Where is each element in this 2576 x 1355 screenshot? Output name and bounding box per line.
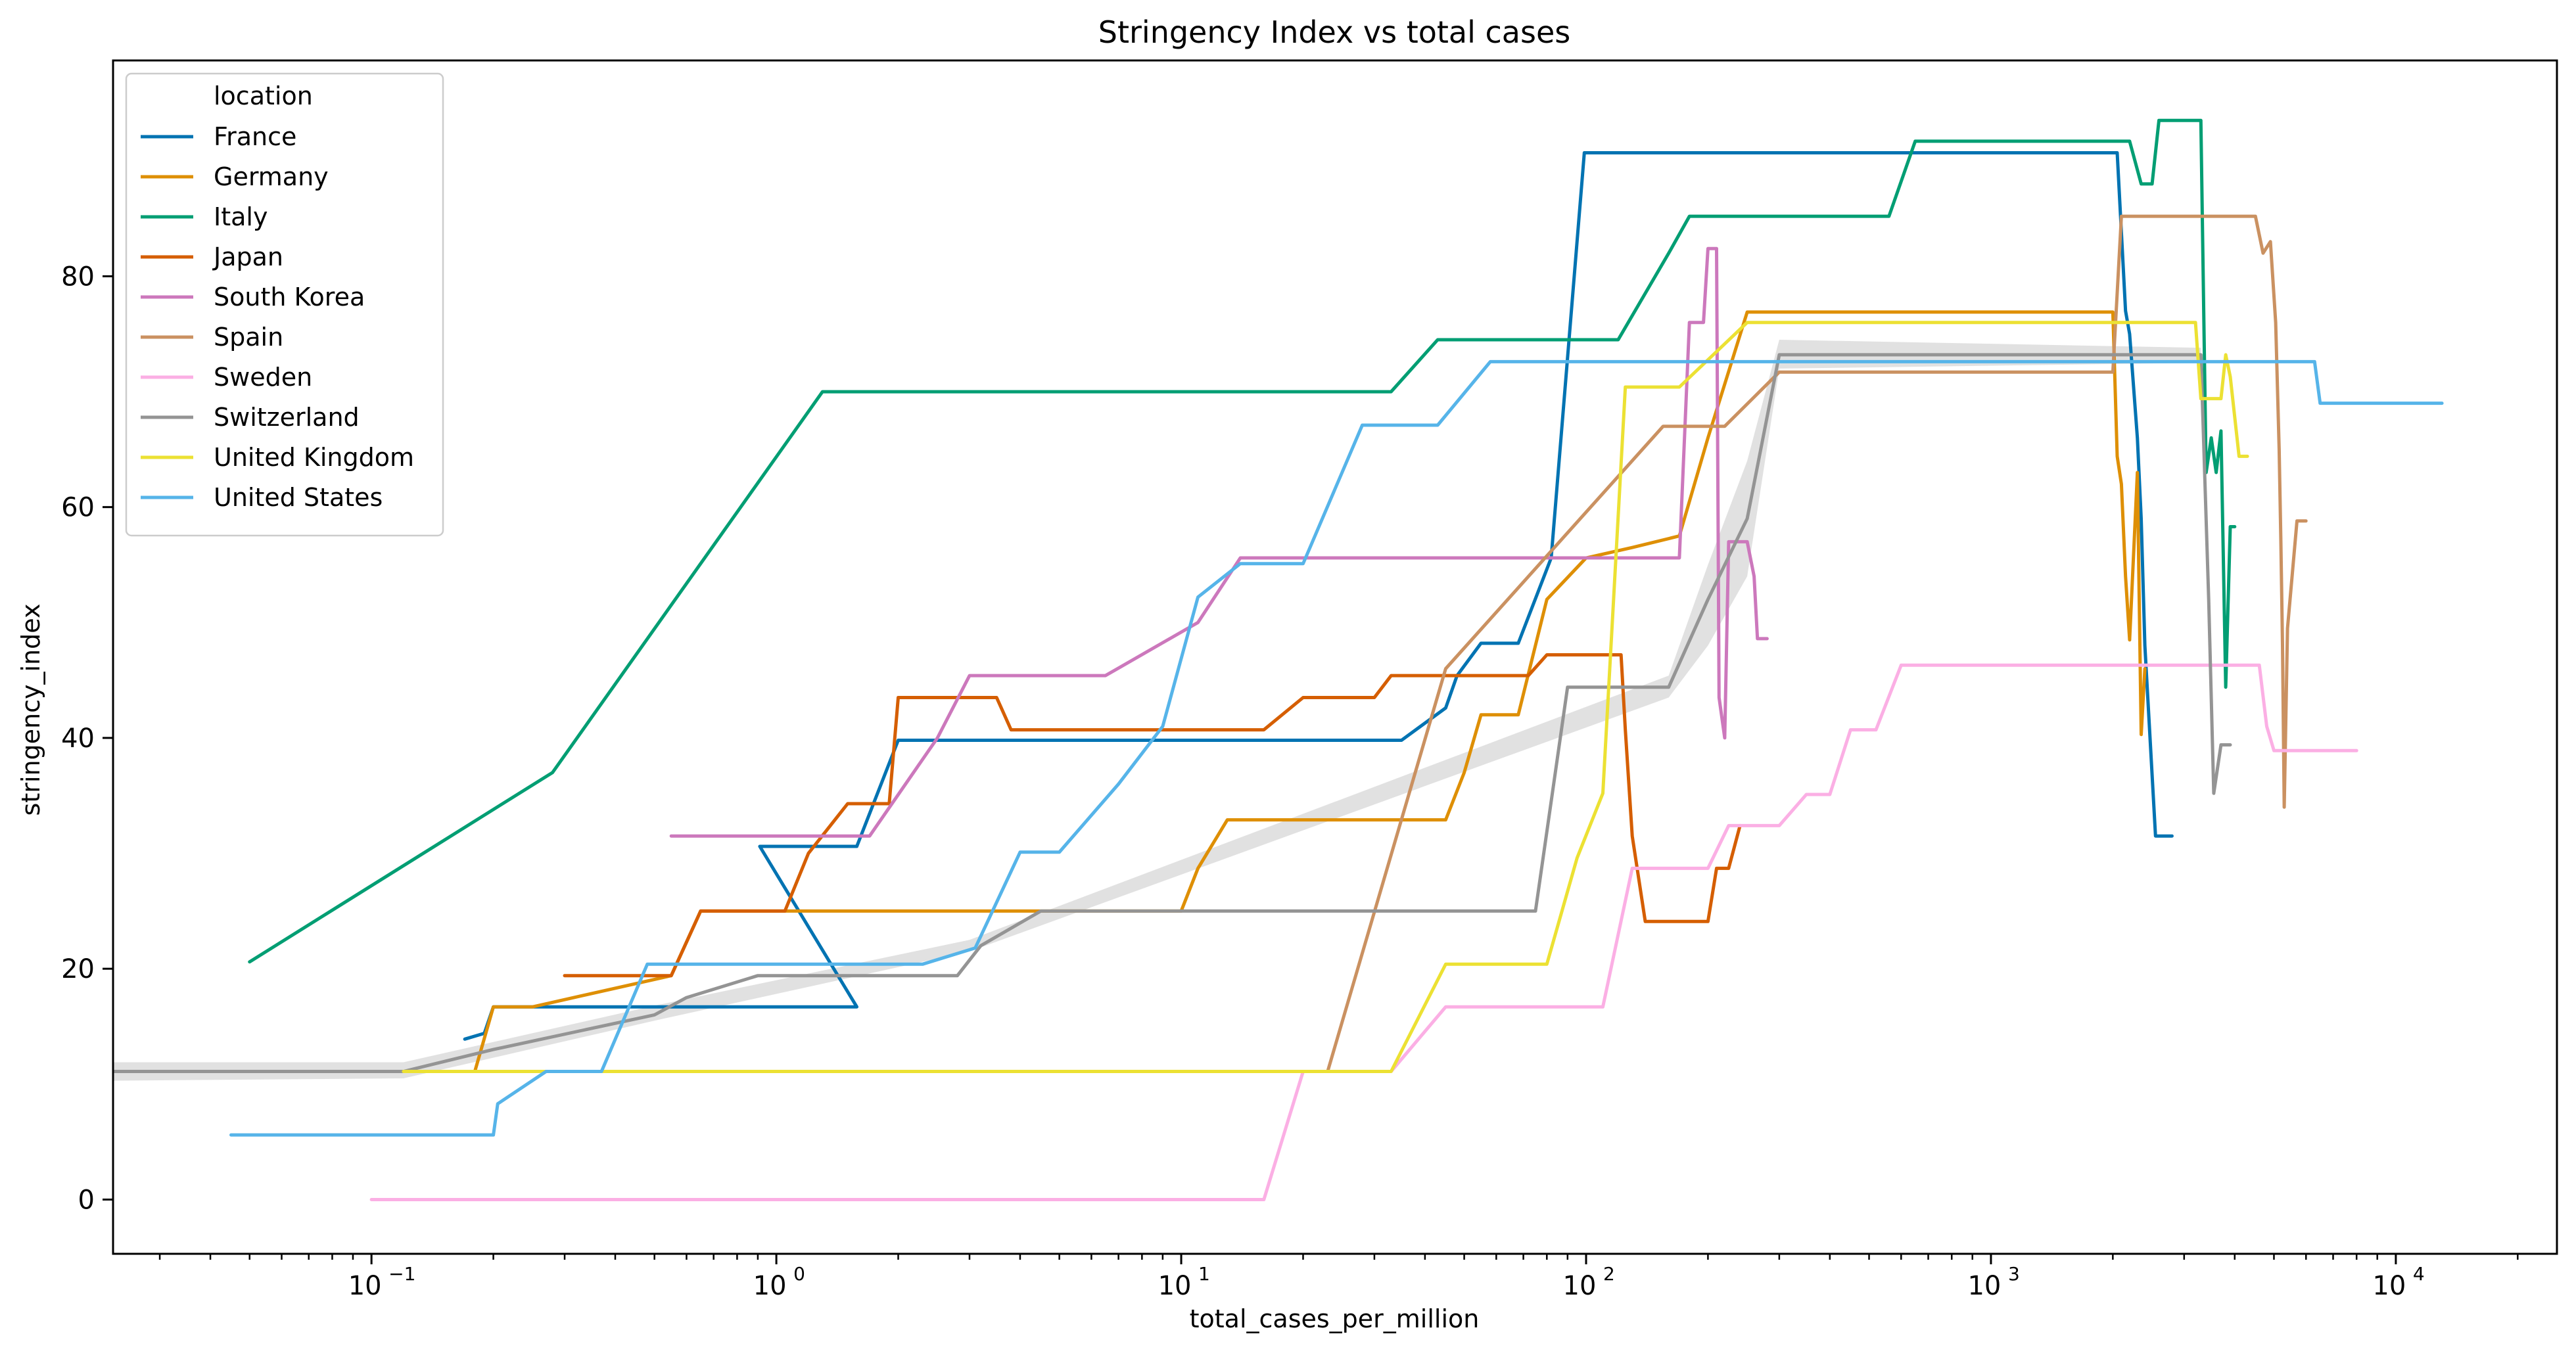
y-tick-label: 0 — [78, 1185, 95, 1215]
series-line-south-korea — [669, 246, 1769, 838]
legend-label-sweden: Sweden — [214, 363, 312, 392]
x-axis-label: total_cases_per_million — [1190, 1304, 1480, 1333]
series-line-france — [463, 151, 2174, 1041]
series-line-united-kingdom — [402, 321, 2249, 1073]
series-line-spain — [402, 214, 2308, 1073]
legend-label-germany: Germany — [214, 162, 329, 191]
x-tick-exponent: 3 — [2008, 1263, 2020, 1285]
x-tick-exponent: 2 — [1603, 1263, 1615, 1285]
x-tick-base: 10 — [1158, 1271, 1192, 1301]
x-tick-exponent: 4 — [2413, 1263, 2425, 1285]
series-line-switzerland — [113, 353, 2232, 1073]
x-tick-label: 10 2 — [1563, 1263, 1615, 1301]
y-axis: 0 20 40 60 80 — [61, 262, 113, 1215]
legend-label-italy: Italy — [214, 202, 268, 231]
legend-label-united-states: United States — [214, 483, 383, 512]
series-line-united-states — [229, 359, 2444, 1137]
series-line-italy — [248, 118, 2237, 964]
legend-box — [125, 72, 444, 537]
x-tick-label: 10 3 — [1967, 1263, 2019, 1301]
legend-title: location — [214, 81, 313, 110]
x-tick-base: 10 — [348, 1271, 382, 1301]
x-tick-base: 10 — [1967, 1271, 2001, 1301]
y-tick-label: 20 — [61, 954, 95, 984]
legend-label-japan: Japan — [212, 242, 283, 271]
x-tick-label: 10 0 — [753, 1263, 805, 1301]
legend-label-switzerland: Switzerland — [214, 403, 360, 432]
plot-frame — [112, 59, 2558, 1255]
series-layer — [113, 118, 2444, 1201]
y-tick-label: 80 — [61, 262, 95, 292]
legend-label-united-kingdom: United Kingdom — [214, 443, 414, 472]
y-tick-label: 40 — [61, 723, 95, 754]
x-tick-exponent: 1 — [1198, 1263, 1210, 1285]
x-tick-base: 10 — [753, 1271, 787, 1301]
legend: location France Germany Italy Japan South Kor… — [125, 72, 444, 537]
legend-label-south-korea: South Korea — [214, 283, 365, 311]
y-tick-label: 60 — [61, 493, 95, 523]
x-tick-base: 10 — [1563, 1271, 1597, 1301]
series-line-japan — [563, 653, 1742, 978]
x-tick-exponent: 0 — [793, 1263, 805, 1285]
y-axis-label: stringency_index — [16, 604, 45, 816]
series-line-sweden — [369, 663, 2358, 1201]
x-tick-label: 10 1 — [1158, 1263, 1210, 1301]
x-tick-exponent: −1 — [388, 1263, 415, 1285]
legend-label-spain: Spain — [214, 323, 283, 352]
x-tick-label: 10 4 — [2372, 1263, 2424, 1301]
x-tick-label: 10 −1 — [348, 1263, 416, 1301]
x-axis: 10 −1 10 0 10 1 10 2 10 3 10 4 — [158, 1254, 2519, 1301]
legend-label-france: France — [214, 122, 296, 151]
x-tick-base: 10 — [2372, 1271, 2406, 1301]
series-line-germany — [473, 310, 2147, 1073]
chart-title: Stringency Index vs total cases — [1098, 14, 1570, 50]
